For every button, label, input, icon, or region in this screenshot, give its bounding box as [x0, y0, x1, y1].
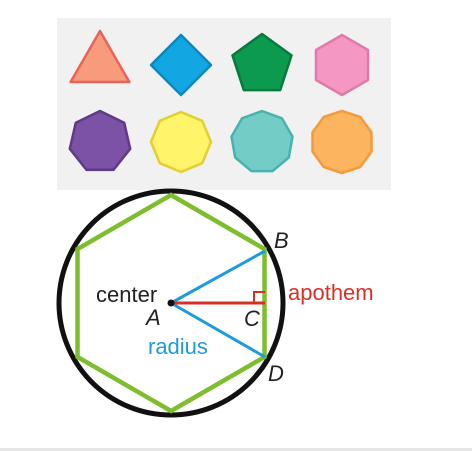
triangle-shape [69, 29, 131, 84]
right-angle-marker [253, 291, 265, 303]
octagon-shape [149, 110, 213, 174]
pentagon-shape [231, 32, 293, 92]
inscribed-hexagon [75, 192, 267, 414]
nonagon-shape [230, 109, 294, 173]
point-b-label: B [274, 228, 289, 253]
bottom-divider [0, 448, 472, 451]
radius-segment-ab [170, 249, 266, 305]
point-a-label: A [144, 305, 161, 330]
circumscribed-circle [56, 188, 286, 418]
apothem-label: apothem [288, 280, 374, 305]
radius-segment-ad [170, 301, 266, 359]
polygon-examples [68, 29, 373, 175]
point-c-label: C [244, 306, 260, 331]
center-point [167, 299, 175, 307]
center-label: center [96, 282, 157, 307]
regular-hexagon-diagram: center A B C D apothem radius [56, 188, 374, 418]
decagon-shape [311, 109, 373, 175]
point-d-label: D [268, 361, 284, 386]
radius-label: radius [148, 334, 208, 359]
hexagon-shape [314, 33, 370, 97]
square-shape [149, 33, 213, 97]
heptagon-shape [68, 109, 132, 172]
